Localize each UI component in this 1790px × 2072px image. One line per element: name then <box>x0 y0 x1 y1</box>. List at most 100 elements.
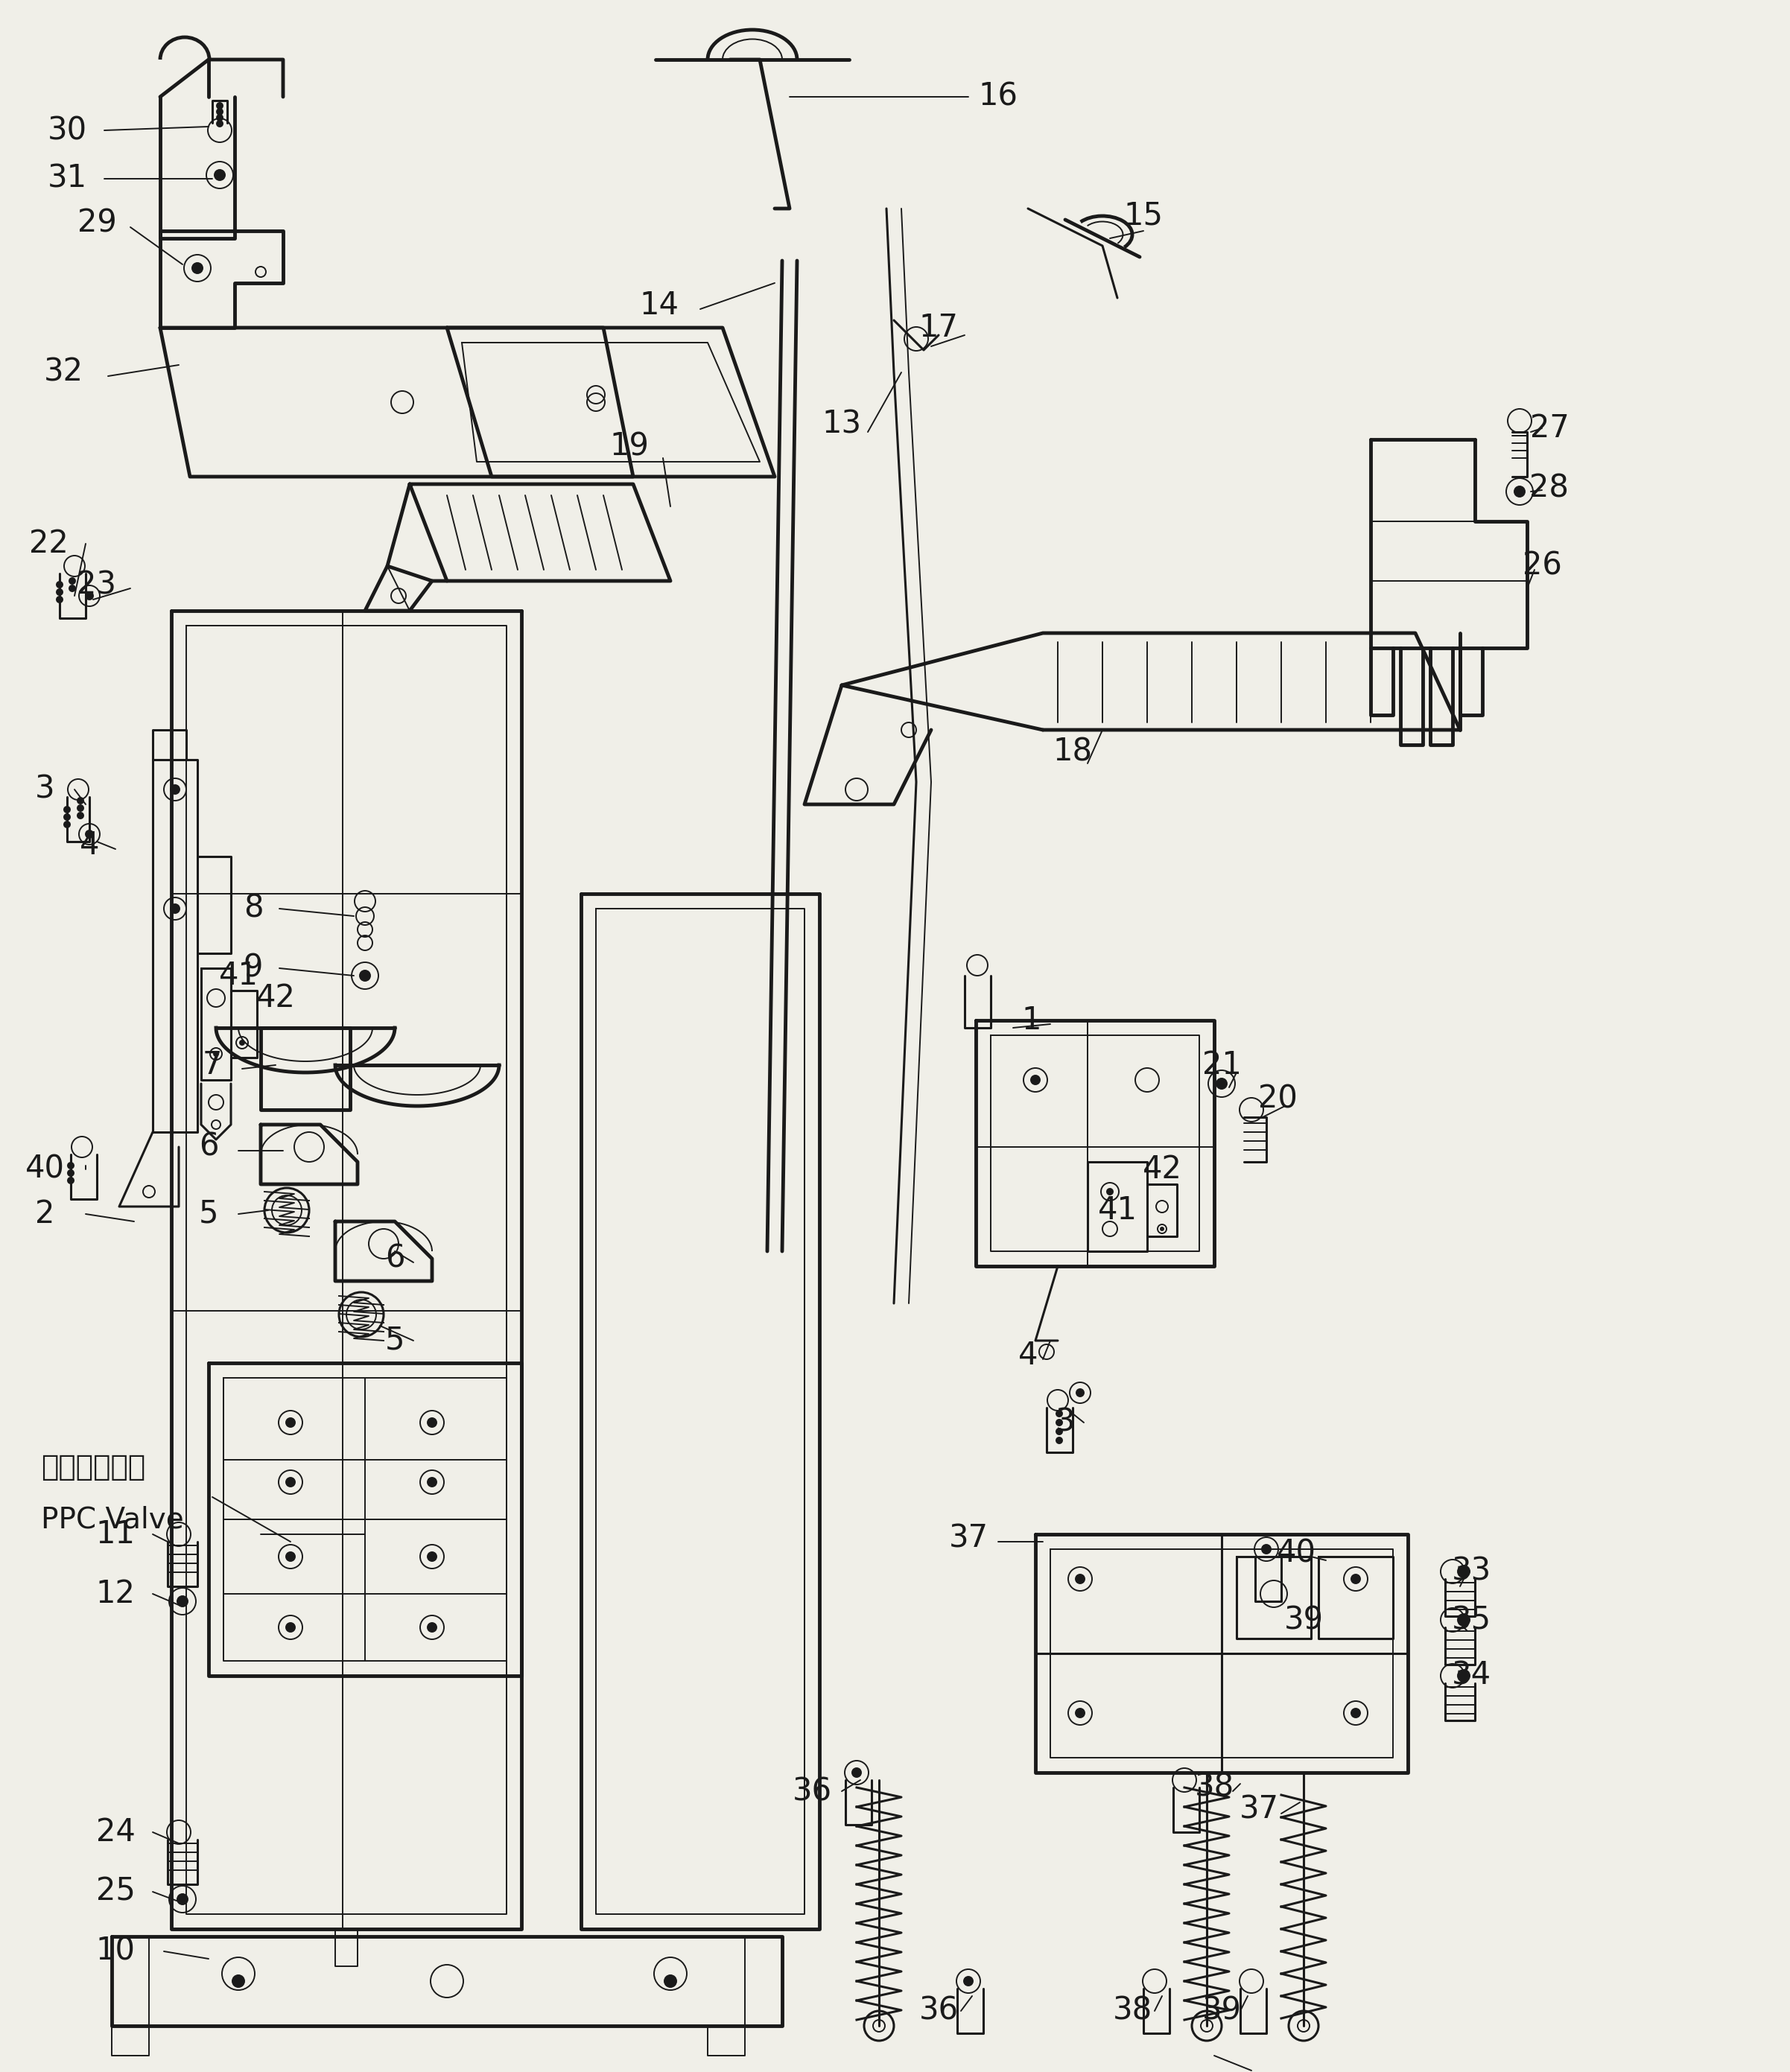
Circle shape <box>852 1767 861 1778</box>
Circle shape <box>1076 1575 1085 1583</box>
Text: 37: 37 <box>949 1523 988 1554</box>
Circle shape <box>286 1552 295 1560</box>
Circle shape <box>77 798 84 804</box>
Text: 7: 7 <box>202 1048 222 1082</box>
Text: 5: 5 <box>385 1324 405 1357</box>
Circle shape <box>428 1477 437 1486</box>
Circle shape <box>57 597 63 603</box>
Text: 22: 22 <box>29 528 68 559</box>
Text: 31: 31 <box>47 164 88 195</box>
Circle shape <box>360 970 371 980</box>
Circle shape <box>70 578 75 584</box>
Text: 10: 10 <box>95 1935 136 1966</box>
Text: 40: 40 <box>25 1154 64 1185</box>
Circle shape <box>1106 1189 1113 1196</box>
Text: 30: 30 <box>47 114 88 145</box>
Text: 25: 25 <box>97 1875 136 1908</box>
Circle shape <box>213 1053 218 1057</box>
Text: 6: 6 <box>199 1131 218 1162</box>
Text: 3: 3 <box>34 773 55 806</box>
Text: 21: 21 <box>1201 1048 1240 1082</box>
Text: 20: 20 <box>1258 1084 1298 1115</box>
Circle shape <box>77 812 84 818</box>
Circle shape <box>1457 1566 1470 1577</box>
Circle shape <box>86 831 93 837</box>
Text: 39: 39 <box>1283 1604 1323 1635</box>
Text: 6: 6 <box>385 1243 405 1274</box>
Text: 38: 38 <box>1194 1772 1233 1803</box>
Circle shape <box>1262 1546 1271 1554</box>
Circle shape <box>64 814 70 821</box>
Circle shape <box>64 806 70 812</box>
Circle shape <box>963 1977 972 1985</box>
Circle shape <box>1031 1075 1040 1084</box>
Circle shape <box>1056 1419 1061 1426</box>
Text: ＰＰＣバルブ: ＰＰＣバルブ <box>41 1452 145 1481</box>
Circle shape <box>170 903 179 914</box>
Circle shape <box>217 104 222 108</box>
Circle shape <box>57 582 63 588</box>
Text: 26: 26 <box>1522 551 1561 582</box>
Text: 36: 36 <box>918 1995 958 2026</box>
Circle shape <box>1076 1388 1083 1397</box>
Text: 41: 41 <box>1097 1196 1137 1227</box>
Circle shape <box>286 1622 295 1633</box>
Text: 9: 9 <box>243 953 263 984</box>
Text: 35: 35 <box>1452 1604 1491 1635</box>
Text: 42: 42 <box>1142 1154 1181 1185</box>
Circle shape <box>1056 1438 1061 1444</box>
Circle shape <box>1076 1709 1085 1718</box>
Circle shape <box>215 170 226 180</box>
Circle shape <box>217 114 222 120</box>
Text: 5: 5 <box>199 1198 218 1229</box>
Circle shape <box>286 1477 295 1486</box>
Text: 33: 33 <box>1452 1556 1491 1587</box>
Text: 27: 27 <box>1530 412 1570 443</box>
Circle shape <box>1056 1411 1061 1417</box>
Text: 1: 1 <box>1022 1005 1042 1036</box>
Circle shape <box>1056 1428 1061 1434</box>
Circle shape <box>77 806 84 810</box>
Text: 41: 41 <box>218 959 258 990</box>
Text: 4: 4 <box>79 829 98 862</box>
Circle shape <box>70 586 75 591</box>
Text: 29: 29 <box>77 207 116 238</box>
Text: 23: 23 <box>77 570 116 601</box>
Circle shape <box>177 1595 188 1606</box>
Circle shape <box>64 821 70 827</box>
Circle shape <box>68 1162 73 1169</box>
Text: 28: 28 <box>1530 472 1570 503</box>
Text: 24: 24 <box>97 1817 136 1848</box>
Text: 42: 42 <box>256 982 295 1013</box>
Text: 3: 3 <box>1056 1407 1076 1438</box>
Text: 32: 32 <box>43 356 82 387</box>
Circle shape <box>428 1622 437 1633</box>
Text: 19: 19 <box>610 431 650 462</box>
Text: PPC Valve: PPC Valve <box>41 1504 184 1533</box>
Text: 36: 36 <box>793 1776 832 1807</box>
Circle shape <box>170 785 179 794</box>
Text: 39: 39 <box>1201 1995 1242 2026</box>
Text: 13: 13 <box>822 408 861 439</box>
Text: 16: 16 <box>979 81 1019 112</box>
Text: 4: 4 <box>1019 1341 1038 1372</box>
Text: 2: 2 <box>34 1198 54 1229</box>
Text: 17: 17 <box>918 313 958 344</box>
Text: 14: 14 <box>639 290 678 321</box>
Circle shape <box>1514 487 1525 497</box>
Circle shape <box>1457 1614 1470 1627</box>
Circle shape <box>428 1417 437 1428</box>
Circle shape <box>428 1552 437 1560</box>
Circle shape <box>217 120 222 126</box>
Text: 15: 15 <box>1124 201 1164 232</box>
Text: 37: 37 <box>1239 1794 1278 1825</box>
Circle shape <box>192 263 202 274</box>
Circle shape <box>1457 1670 1470 1682</box>
Circle shape <box>177 1894 188 1904</box>
Circle shape <box>1217 1077 1226 1090</box>
Circle shape <box>68 1171 73 1177</box>
Text: 34: 34 <box>1452 1660 1491 1691</box>
Text: 18: 18 <box>1053 736 1092 769</box>
Text: 12: 12 <box>97 1579 136 1610</box>
Text: 8: 8 <box>243 893 263 924</box>
